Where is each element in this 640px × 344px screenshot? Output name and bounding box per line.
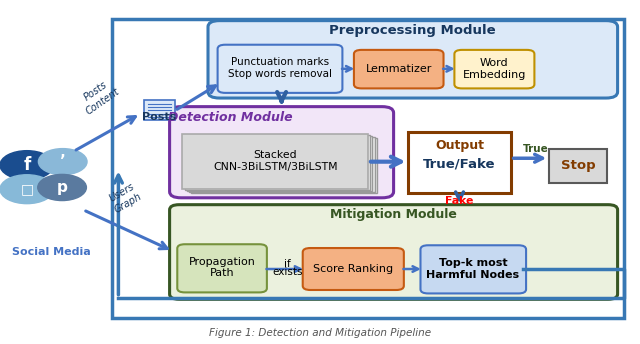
Text: Stacked
CNN-3BiLSTM/3BiLSTM: Stacked CNN-3BiLSTM/3BiLSTM <box>213 150 337 172</box>
Bar <box>144 100 175 120</box>
Bar <box>187 136 372 191</box>
Circle shape <box>0 175 54 204</box>
Text: Fake: Fake <box>445 196 474 206</box>
Bar <box>549 149 607 183</box>
Circle shape <box>38 174 86 201</box>
FancyBboxPatch shape <box>454 50 534 88</box>
FancyBboxPatch shape <box>208 21 618 98</box>
Text: Posts
Content: Posts Content <box>77 76 121 116</box>
Bar <box>408 132 511 193</box>
Text: if: if <box>284 259 291 269</box>
FancyBboxPatch shape <box>177 244 267 292</box>
Text: Score Ranking: Score Ranking <box>313 264 394 274</box>
FancyBboxPatch shape <box>170 107 394 198</box>
Bar <box>191 138 377 193</box>
Text: Stop: Stop <box>561 159 595 172</box>
Circle shape <box>38 149 87 175</box>
Bar <box>184 135 370 190</box>
Text: Top-k most
Harmful Nodes: Top-k most Harmful Nodes <box>426 258 520 280</box>
Text: Preprocessing Module: Preprocessing Module <box>330 24 496 37</box>
Text: f: f <box>23 156 31 174</box>
Text: Punctuation marks
Stop words removal: Punctuation marks Stop words removal <box>228 57 332 78</box>
Text: p: p <box>57 180 67 195</box>
FancyBboxPatch shape <box>420 245 526 293</box>
Text: Figure 1: Detection and Mitigation Pipeline: Figure 1: Detection and Mitigation Pipel… <box>209 328 431 338</box>
Text: □: □ <box>20 182 33 196</box>
Text: Word
Embedding: Word Embedding <box>463 58 526 79</box>
Text: Output: Output <box>435 139 484 152</box>
Bar <box>189 137 375 192</box>
Text: Posts: Posts <box>141 112 176 122</box>
FancyBboxPatch shape <box>170 205 618 299</box>
Text: exists: exists <box>272 267 303 278</box>
Text: Mitigation Module: Mitigation Module <box>330 208 457 221</box>
Bar <box>182 134 368 189</box>
FancyBboxPatch shape <box>303 248 404 290</box>
Text: True: True <box>523 143 548 154</box>
FancyBboxPatch shape <box>218 45 342 93</box>
Text: Social Media: Social Media <box>12 247 91 257</box>
Text: ’: ’ <box>60 154 65 169</box>
Text: True/Fake: True/Fake <box>423 158 496 171</box>
Text: Detection Module: Detection Module <box>168 111 292 124</box>
Circle shape <box>0 151 54 180</box>
FancyBboxPatch shape <box>354 50 444 88</box>
Text: Lemmatizer: Lemmatizer <box>365 64 432 74</box>
Bar <box>112 19 624 318</box>
Text: Users
Graph: Users Graph <box>106 181 143 215</box>
Text: Propagation
Path: Propagation Path <box>189 257 255 278</box>
